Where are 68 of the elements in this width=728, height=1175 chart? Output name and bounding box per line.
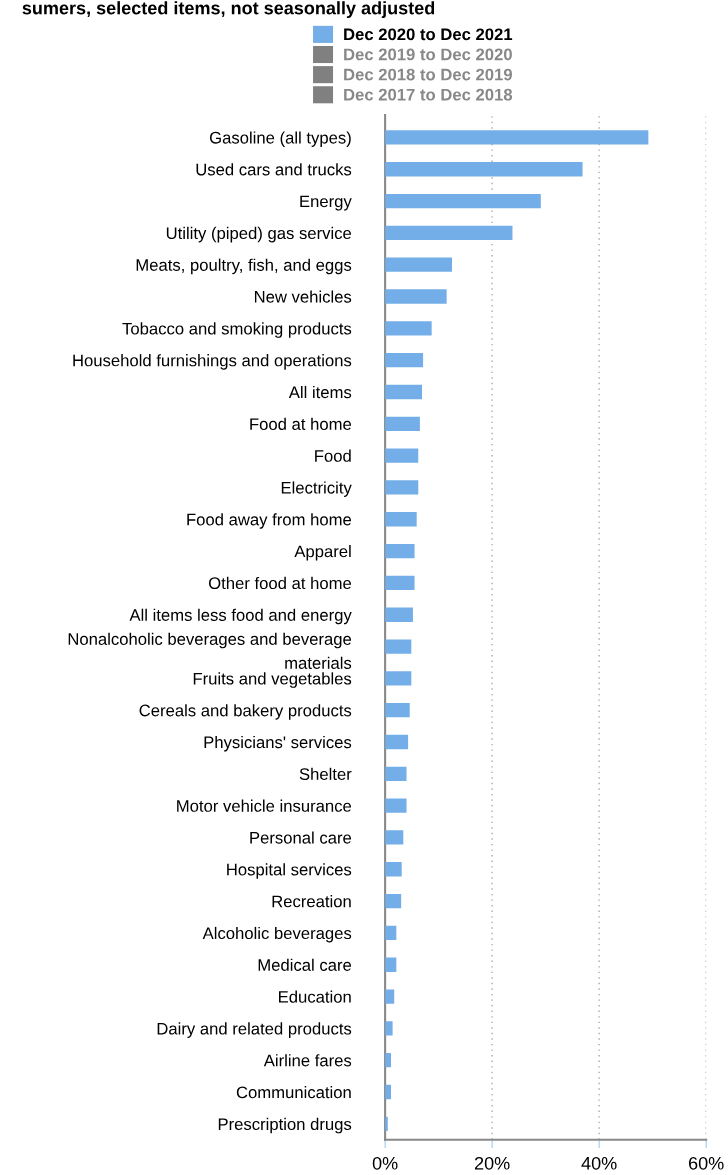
- y-tick-label: Food away from home: [187, 513, 352, 529]
- y-tick-label: Food at home: [250, 417, 352, 431]
- y-tick-label: Food: [315, 449, 351, 462]
- bar: [385, 798, 407, 813]
- y-tick-label: Education: [279, 990, 351, 1003]
- y-tick-label: Airline fares: [263, 1054, 352, 1067]
- bar: [385, 416, 420, 431]
- bar: [385, 480, 419, 495]
- y-tick-label: All items less food and energy: [129, 608, 352, 625]
- y-tick-label: All items: [288, 385, 352, 399]
- bar: [385, 193, 541, 209]
- bar: [385, 703, 410, 718]
- y-tick-label: Alcoholic beverages: [202, 926, 352, 943]
- y-tick-label: Electricity: [281, 481, 352, 497]
- y-tick-label: Nonalcoholic beverages and beverage materials: [68, 632, 352, 669]
- x-tick-label: 0%: [372, 1156, 398, 1170]
- x-tick-label: 20%: [474, 1156, 510, 1170]
- bar: [385, 766, 407, 781]
- bar: [385, 1021, 393, 1036]
- bar: [385, 162, 583, 177]
- legend-label: Dec 2018 to Dec 2019: [344, 68, 512, 81]
- y-tick-label: Used cars and trucks: [196, 163, 352, 176]
- y-tick-label: Energy: [300, 195, 352, 211]
- bar: [385, 607, 413, 622]
- bar: [385, 893, 402, 909]
- y-tick-label: Fruits and vegetables: [193, 672, 352, 688]
- y-tick-label: Shelter: [299, 767, 352, 781]
- bar: [385, 830, 404, 845]
- bar: [385, 639, 412, 654]
- bar: [385, 543, 415, 559]
- bar: [385, 734, 409, 750]
- y-tick-label: Utility (piped) gas service: [166, 226, 352, 243]
- y-tick-label: Personal care: [250, 831, 352, 844]
- y-tick-label: Physicians' services: [204, 735, 352, 752]
- y-tick-label: Other food at home: [208, 576, 352, 590]
- y-tick-label: Gasoline (all types): [209, 131, 351, 147]
- y-tick-label: Dairy and related products: [157, 1022, 352, 1038]
- bar: [385, 862, 402, 877]
- bar: [385, 225, 513, 241]
- legend-label: Dec 2017 to Dec 2018: [344, 88, 513, 101]
- y-tick-label: Meats, poultry, fish, and eggs: [136, 258, 352, 275]
- bar: [385, 257, 452, 272]
- y-tick-label: Apparel: [294, 545, 351, 561]
- x-tick-label: 60%: [689, 1156, 724, 1170]
- y-tick-label: Medical care: [258, 958, 352, 971]
- y-tick-label: Household furnishings and operations: [73, 354, 352, 370]
- text: sumers, selected items, not seasonally adjusted: [22, 1, 435, 19]
- bar: [385, 989, 395, 1004]
- bar: [385, 448, 419, 463]
- y-tick-label: Motor vehicle insurance: [177, 799, 352, 812]
- y-tick-label: Hospital services: [227, 863, 352, 879]
- bar: [385, 384, 423, 400]
- bar: [385, 512, 417, 527]
- y-tick-label: New vehicles: [254, 290, 352, 303]
- x-tick-label: 40%: [581, 1156, 617, 1170]
- bar: [385, 353, 424, 368]
- bar: [385, 289, 447, 304]
- y-tick-label: Cereals and bakery products: [139, 704, 352, 720]
- bar: [385, 575, 415, 591]
- bar: [385, 671, 412, 686]
- y-tick-label: Prescription drugs: [218, 1117, 352, 1134]
- y-tick-label: Communication: [236, 1085, 351, 1099]
- y-tick-label: Recreation: [272, 895, 351, 908]
- legend-label: Dec 2019 to Dec 2020: [344, 48, 512, 61]
- bar: [385, 130, 649, 145]
- bar: [385, 321, 432, 336]
- legend-label: Dec 2020 to Dec 2021: [344, 28, 513, 41]
- y-tick-label: Tobacco and smoking products: [122, 322, 352, 338]
